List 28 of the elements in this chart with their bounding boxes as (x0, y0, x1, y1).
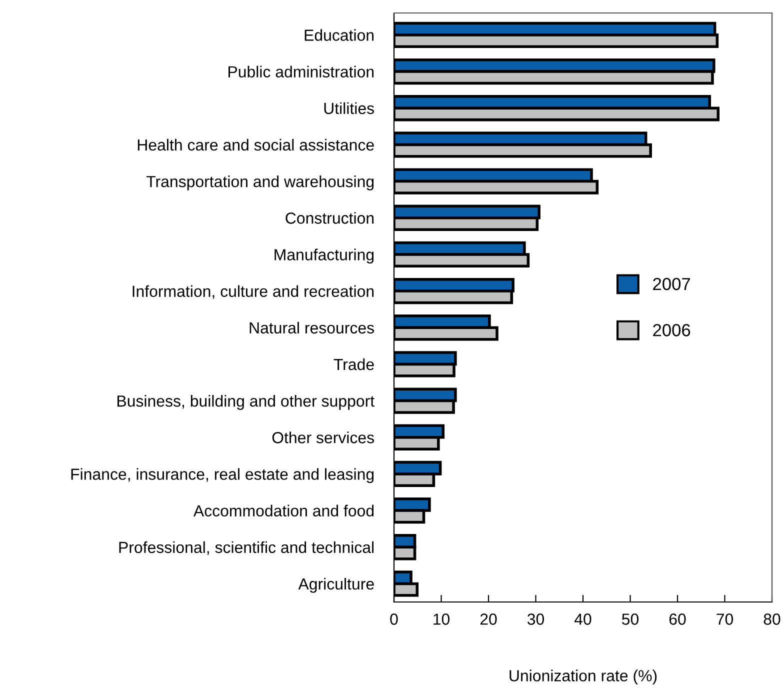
x-tick-label: 30 (527, 614, 544, 625)
y-tick-label: Professional, scientific and technical (119, 541, 374, 555)
x-tick-label: 50 (622, 614, 639, 625)
x-tick-label: 70 (716, 614, 734, 625)
x-tick-label: 0 (390, 614, 398, 625)
y-tick-label: Public administration (228, 66, 374, 78)
x-tick-label: 40 (574, 614, 592, 625)
y-tick-label: Business, building and other support (118, 395, 374, 410)
y-tick-label: Accommodation and food (193, 504, 374, 516)
y-tick-label: Education (304, 29, 374, 41)
y-tick-label: Health care and social assistance (138, 138, 374, 151)
y-tick-label: Transportation and warehousing (146, 176, 374, 190)
x-axis-title: Unionization rate (%) (510, 670, 657, 685)
y-tick-label: Trade (334, 358, 374, 370)
y-tick-label: Manufacturing (274, 248, 374, 264)
legend-label: 2006 (653, 324, 690, 336)
y-tick-label: Information, culture and recreation (132, 285, 374, 299)
y-tick-label: Utilities (324, 102, 374, 114)
y-tick-label: Other services (272, 432, 374, 444)
y-tick-label: Finance, insurance, real estate and leasing (71, 468, 374, 484)
y-tick-label: Agriculture (298, 578, 374, 593)
y-tick-label: Natural resources (250, 322, 374, 334)
legend-label: 2007 (653, 278, 690, 290)
y-tick-label: Construction (286, 212, 374, 224)
x-tick-label: 10 (434, 614, 450, 625)
x-tick-label: 60 (669, 614, 686, 625)
x-tick-label: 80 (764, 614, 780, 625)
x-tick-label: 20 (480, 614, 497, 625)
